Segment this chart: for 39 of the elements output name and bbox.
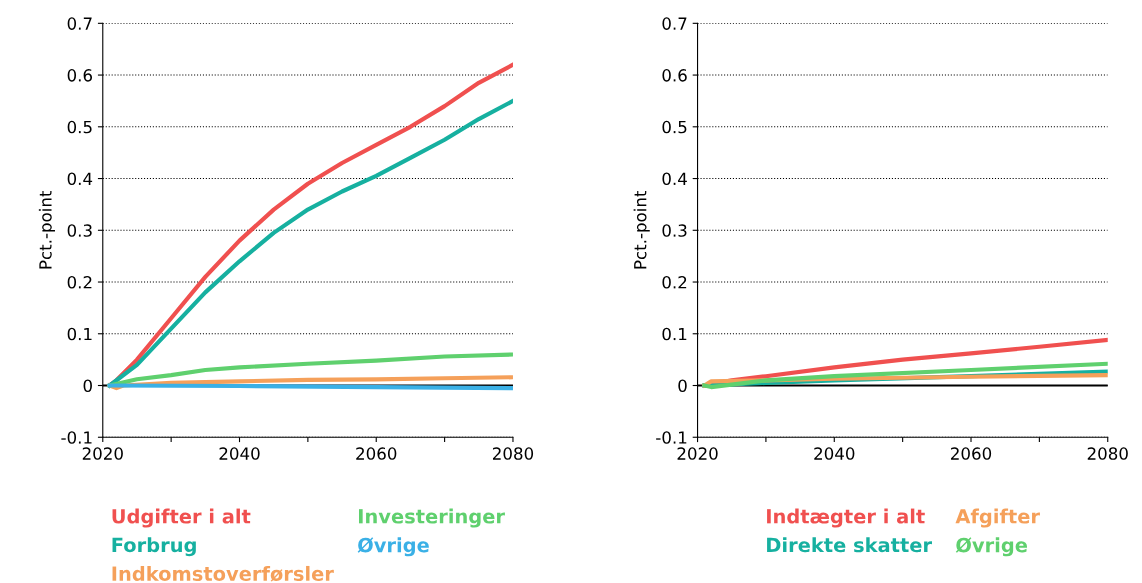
y-tick-label: 0.3	[67, 224, 92, 237]
y-tick-label: 0.2	[67, 275, 92, 289]
line-series	[702, 361, 1108, 390]
text: Øvrige	[357, 537, 429, 557]
x-tick-label: 2060	[356, 447, 397, 460]
y-tick-label: 0.7	[662, 17, 687, 30]
line-series	[107, 352, 513, 388]
text: Indtægter i alt	[767, 508, 925, 528]
y-axis-title: Pct.-point	[38, 190, 55, 269]
x-tick-label: 2080	[492, 447, 534, 460]
text: Øvrige	[955, 537, 1028, 557]
y-axis-title: Pct.-point	[633, 190, 650, 269]
x-tick-label: 2060	[951, 447, 992, 460]
y-tick-label: 0	[83, 379, 92, 393]
y-tick-label: 0.2	[662, 275, 687, 289]
text: Direkte skatter	[767, 537, 932, 553]
y-tick-label: -0.1	[656, 431, 687, 444]
y-tick-label: 0.4	[67, 172, 93, 186]
x-tick-label: 2040	[814, 447, 855, 460]
y-tick-label: 0.6	[662, 69, 687, 82]
x-tick-label: 2020	[677, 447, 718, 460]
text: Udgifter i alt	[112, 508, 251, 528]
y-tick-label: 0.7	[67, 17, 92, 30]
y-tick-label: 0.1	[662, 327, 687, 341]
y-tick-label: 0.5	[67, 120, 92, 134]
y-tick-label: 0.3	[662, 224, 687, 237]
text: Forbrug	[112, 537, 196, 557]
x-tick-label: 2080	[1087, 447, 1128, 460]
y-tick-label: 0.6	[67, 69, 93, 82]
x-tick-label: 2020	[82, 447, 123, 460]
x-tick-label: 2040	[219, 447, 260, 460]
text: Afgifter	[955, 508, 1040, 528]
text: Indkomstoverførsler	[112, 565, 334, 582]
y-tick-label: -0.1	[61, 431, 92, 444]
y-tick-label: 0.4	[662, 172, 687, 186]
y-tick-label: 0	[678, 379, 687, 393]
y-tick-label: 0.5	[662, 120, 687, 134]
text: Investeringer	[359, 508, 505, 528]
y-tick-label: 0.1	[67, 327, 92, 341]
